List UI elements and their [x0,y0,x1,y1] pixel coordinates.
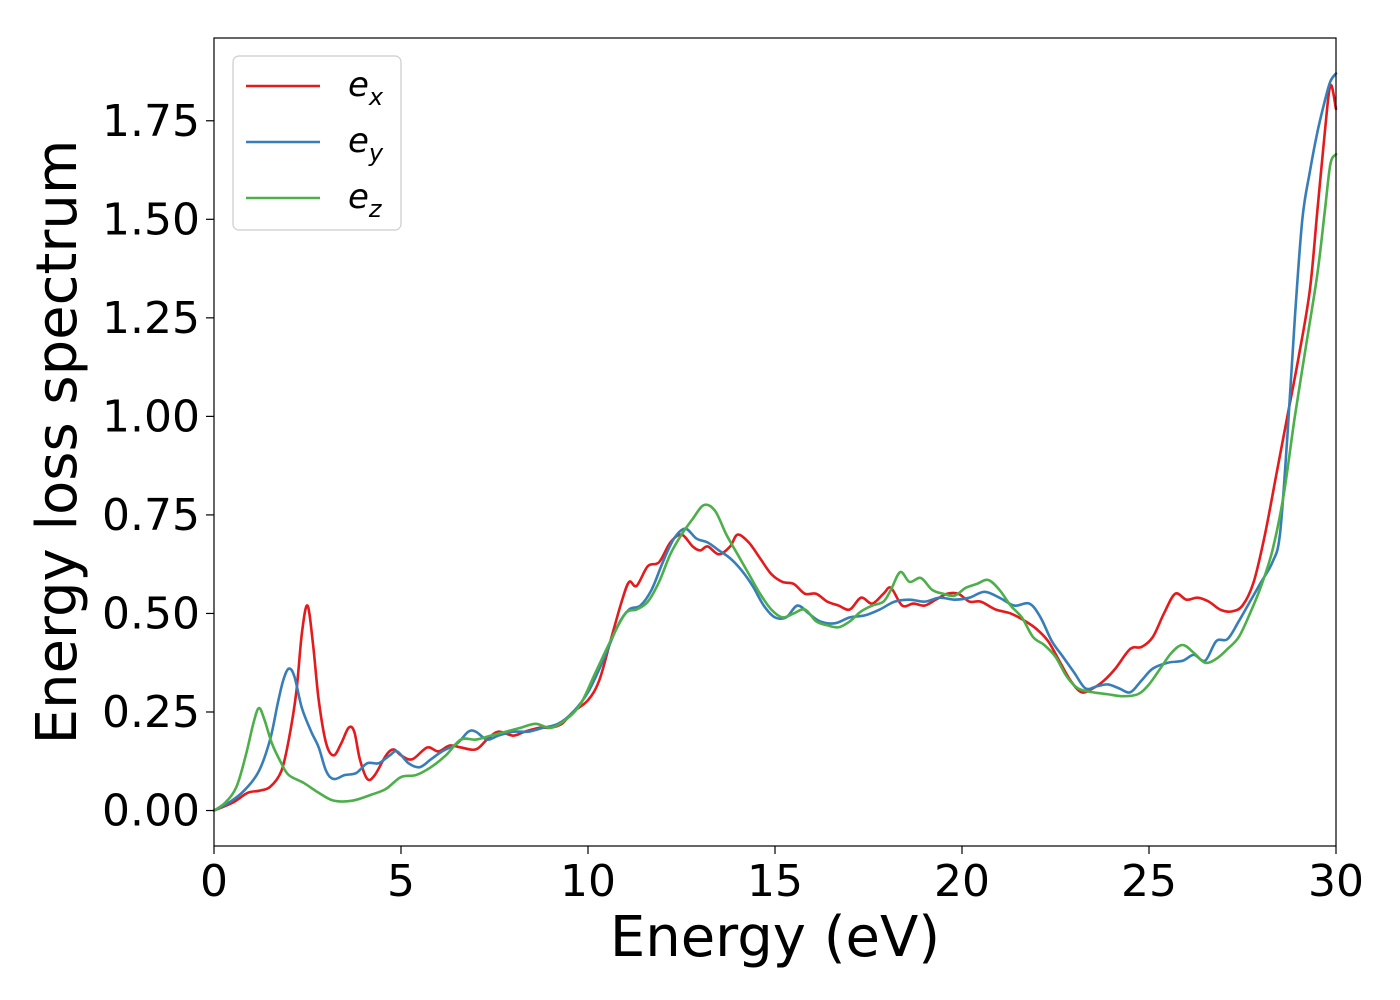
x-tick-label: 15 [747,856,803,907]
legend-label-y: ey [348,121,384,167]
y-tick-label: 0.25 [102,687,200,738]
series-line-e-x [212,83,1338,812]
y-tick-label: 1.00 [102,391,200,442]
series-line-e-z [212,152,1338,812]
x-tick-label: 25 [1121,856,1177,907]
legend-label-x: ex [348,65,384,111]
x-axis-title: Energy (eV) [610,905,940,970]
y-tick-label: 1.50 [102,194,200,245]
plot-lines [212,72,1338,812]
x-tick-label: 20 [934,856,990,907]
y-tick-label: 1.75 [102,96,200,147]
y-tick-label: 0.00 [102,786,200,837]
x-tick-label: 5 [387,856,415,907]
y-axis-title: Energy loss spectrum [25,140,90,745]
x-tick-label: 10 [560,856,616,907]
legend: ex ey ez [232,55,402,231]
y-tick-label: 0.50 [102,588,200,639]
x-axis: 0 5 10 15 20 25 30 [200,846,1364,907]
legend-label-z: ez [348,177,383,223]
y-tick-label: 0.75 [102,490,200,541]
x-tick-label: 30 [1308,856,1364,907]
x-tick-label: 0 [200,856,228,907]
y-tick-label: 1.25 [102,293,200,344]
y-axis: 0.00 0.25 0.50 0.75 1.00 1.25 1.50 1.75 [102,96,214,837]
